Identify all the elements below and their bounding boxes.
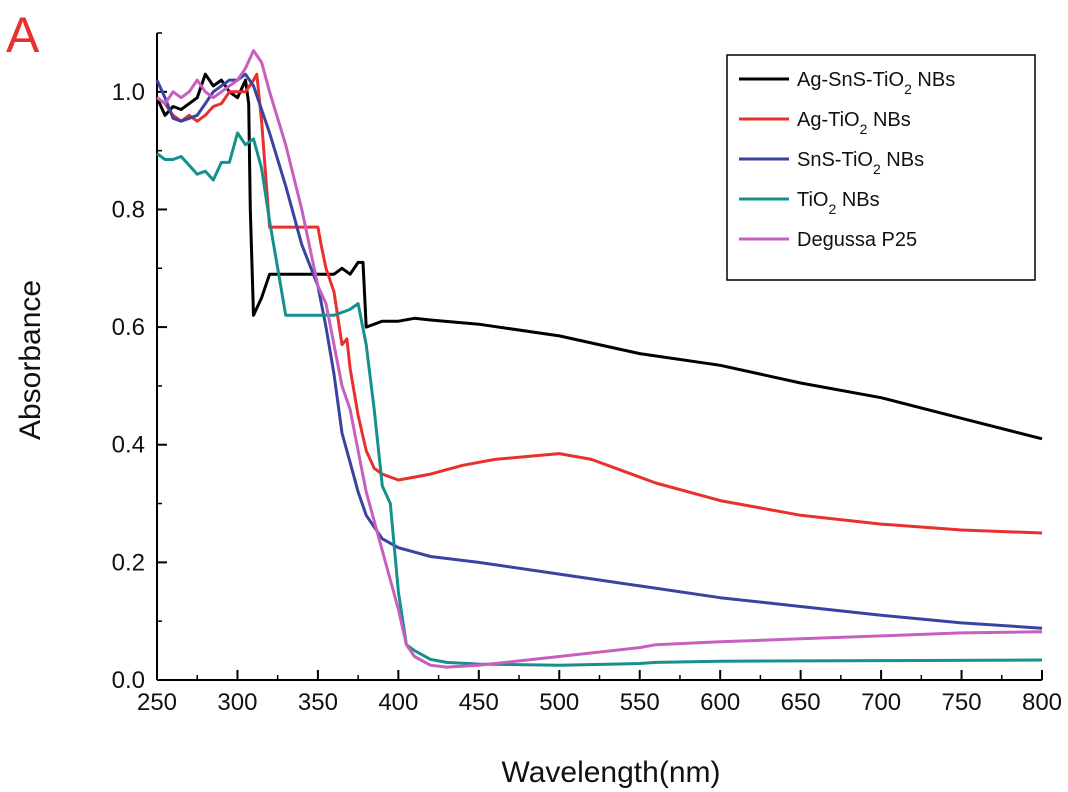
series-line [155, 72, 1043, 630]
x-tick-label: 650 [781, 689, 821, 716]
x-tick-label: 700 [861, 689, 901, 716]
legend-label: TiO2 NBs [797, 189, 880, 217]
legend-label: Degussa P25 [797, 229, 917, 251]
y-tick-label: 1.0 [112, 79, 145, 106]
y-tick-label: 0.6 [112, 314, 145, 341]
panel-label: A [6, 7, 40, 63]
legend-box [726, 54, 1036, 281]
y-tick-label: 0.4 [112, 432, 145, 459]
x-tick-label: 400 [378, 689, 418, 716]
x-tick-label: 500 [539, 689, 579, 716]
x-tick-label: 600 [700, 689, 740, 716]
legend-label: Ag-TiO2 NBs [797, 109, 911, 137]
y-tick-label: 0.8 [112, 196, 145, 223]
x-tick-label: 450 [459, 689, 499, 716]
x-tick-label: 550 [620, 689, 660, 716]
axes [156, 32, 1043, 681]
series-line [156, 72, 1043, 535]
x-tick-label: 300 [217, 689, 257, 716]
series-line [156, 49, 1043, 669]
x-tick-label: 750 [942, 689, 982, 716]
series-layer [155, 49, 1043, 669]
legend-label: SnS-TiO2 NBs [797, 149, 924, 177]
legend: Ag-SnS-TiO2 NBs Ag-TiO2 NBs SnS-TiO2 NBs Ti… [726, 54, 1036, 281]
x-tick-label: 350 [298, 689, 338, 716]
x-tick-label: 250 [137, 689, 177, 716]
y-axis-title: Absorbance [14, 280, 47, 440]
x-tick-labels: 250 300 350 400 450 500 550 600 650 700 750 800 [137, 689, 1062, 716]
y-tick-label: 0.0 [112, 667, 145, 694]
series-line [155, 72, 1043, 441]
y-tick-label: 0.2 [112, 549, 145, 576]
x-tick-label: 800 [1022, 689, 1062, 716]
x-axis-title: Wavelength(nm) [502, 756, 721, 789]
y-tick-labels: 0.0 0.2 0.4 0.6 0.8 1.0 [112, 79, 145, 694]
series-line [156, 131, 1043, 667]
legend-label: Ag-SnS-TiO2 NBs [797, 69, 955, 97]
